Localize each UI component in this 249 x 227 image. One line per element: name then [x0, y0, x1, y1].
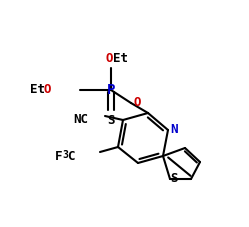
- Text: P: P: [107, 83, 115, 97]
- Text: S: S: [170, 172, 178, 185]
- Text: C: C: [67, 150, 74, 163]
- Text: S: S: [107, 114, 115, 127]
- Text: F: F: [55, 150, 62, 163]
- Text: N: N: [170, 123, 178, 136]
- Text: NC: NC: [73, 113, 88, 126]
- Text: O: O: [133, 96, 140, 109]
- Text: 3: 3: [62, 150, 68, 160]
- Text: Et: Et: [30, 83, 45, 96]
- Text: O: O: [44, 83, 52, 96]
- Text: Et: Et: [113, 52, 128, 65]
- Text: O: O: [105, 52, 113, 65]
